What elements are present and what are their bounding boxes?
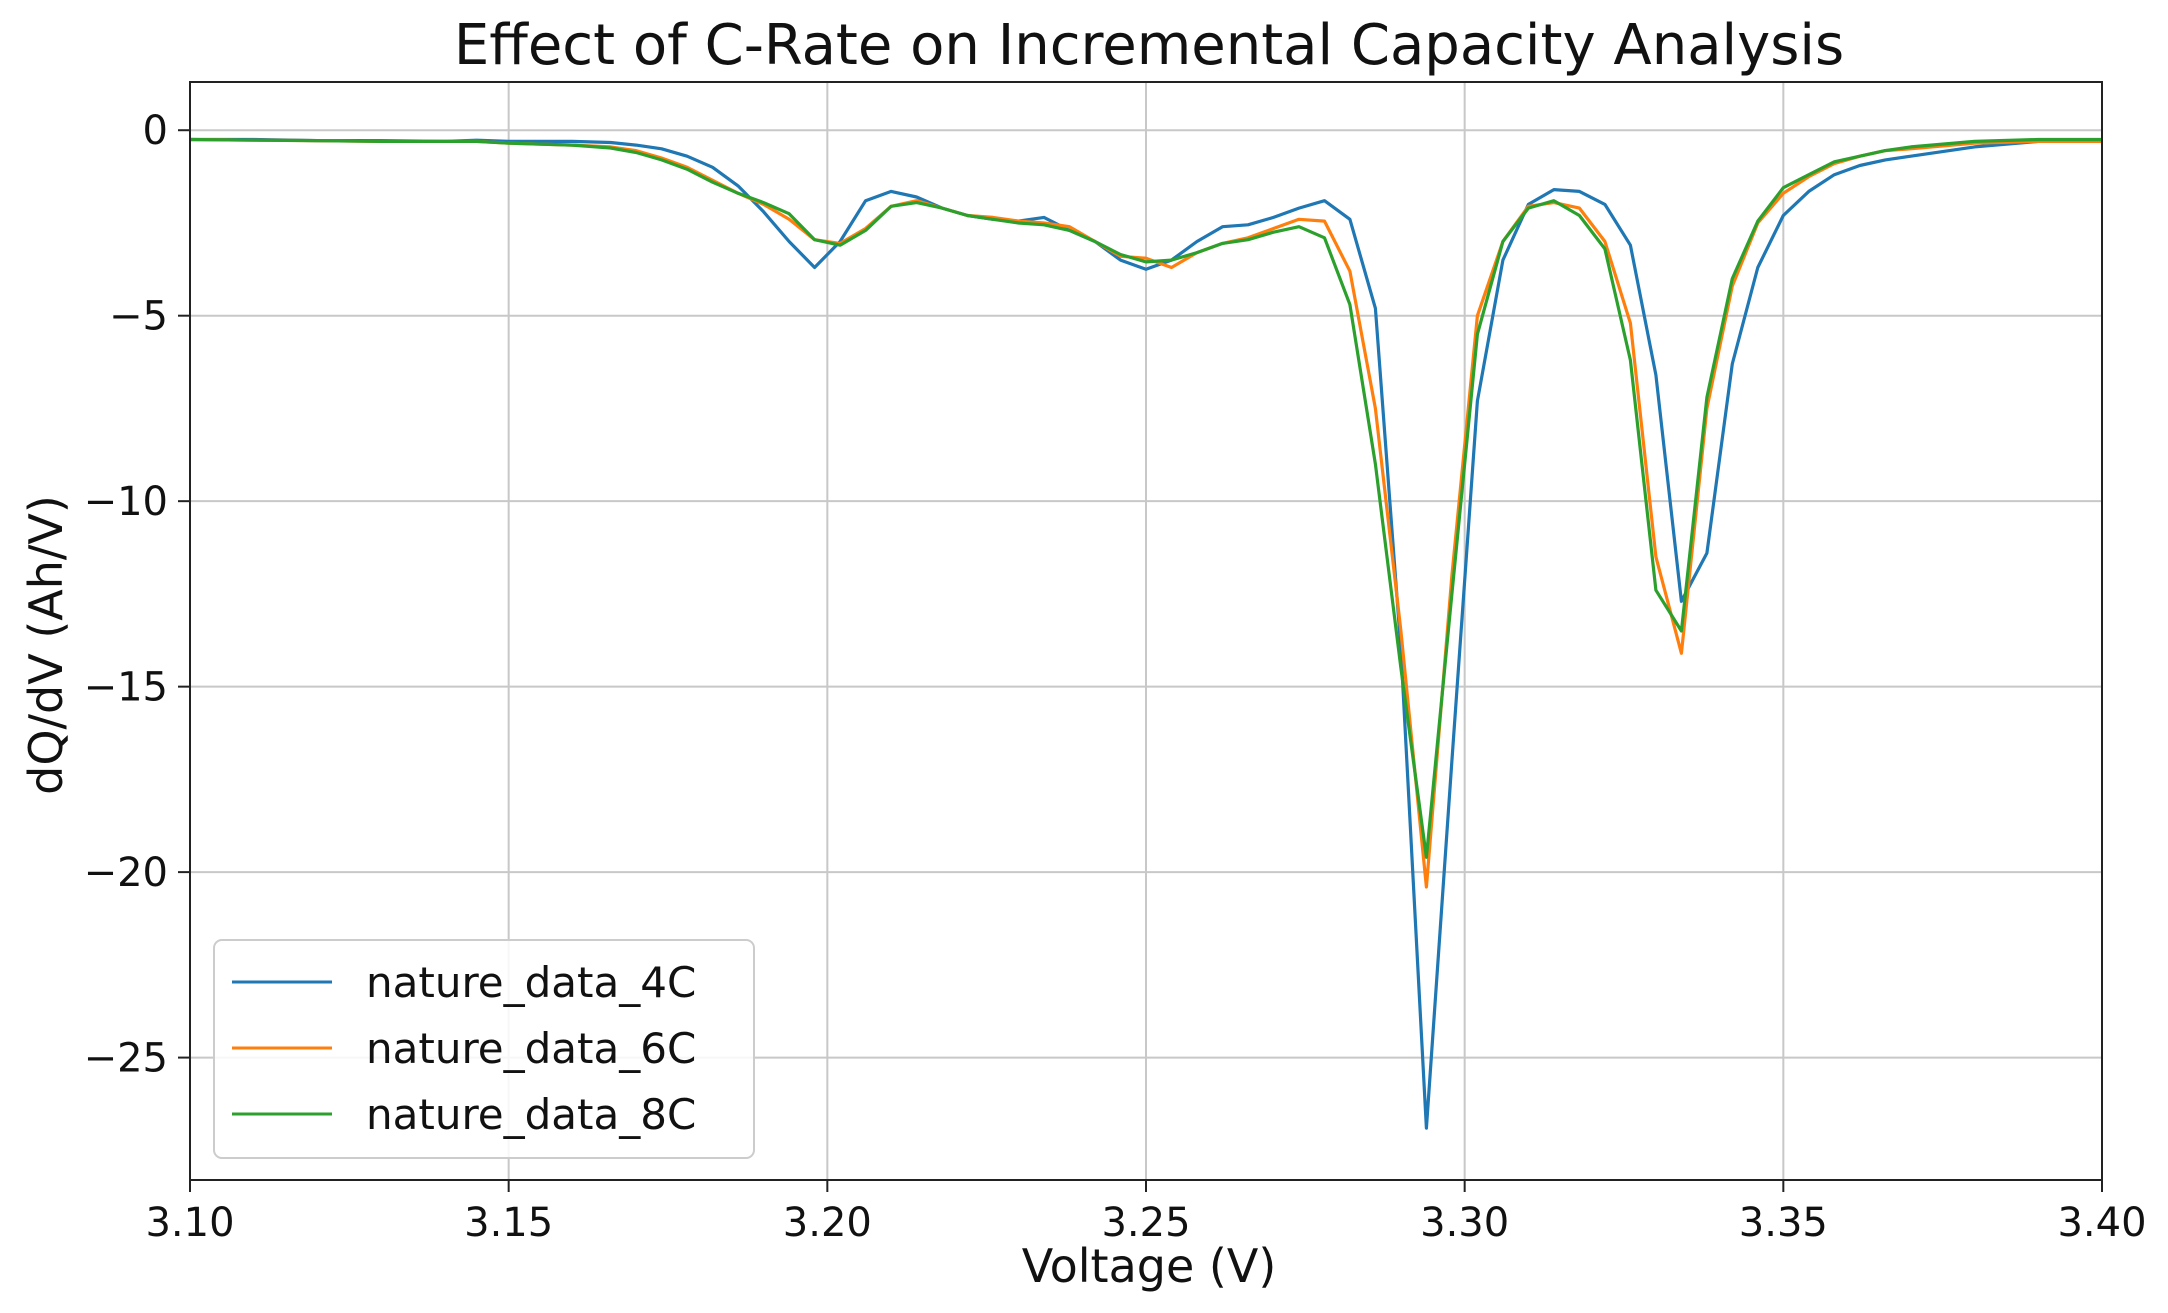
series-line-8c [189,137,2102,859]
legend-label-4c: nature_data_4C [366,958,696,1007]
y-ticks: 0 −5 −10 −15 −20 −25 [84,108,190,1082]
x-tick-label: 3.40 [2057,1200,2146,1246]
legend-box [213,939,755,1159]
x-tick-label: 3.30 [1420,1200,1509,1246]
x-ticks: 3.10 3.15 3.20 3.25 3.30 3.35 3.40 [145,1180,2147,1246]
legend-label-6c: nature_data_6C [366,1024,696,1073]
x-tick-label: 3.15 [464,1200,553,1246]
y-tick-label: −10 [84,479,168,525]
x-tick-label: 3.35 [1739,1200,1828,1246]
y-tick-label: 0 [143,108,168,154]
x-tick-label: 3.10 [145,1200,234,1246]
series-line-4c [190,137,2102,1130]
x-axis-label: Voltage (V) [1022,1239,1277,1293]
y-tick-label: −5 [109,294,168,340]
x-tick-label: 3.20 [783,1200,872,1246]
x-tick-label: 3.25 [1101,1200,1190,1246]
y-tick-label: −25 [84,1036,168,1082]
legend-label-8c: nature_data_8C [366,1090,696,1139]
chart-title: Effect of C-Rate on Incremental Capacity… [454,13,1844,78]
y-tick-label: −15 [84,665,168,711]
y-tick-label: −20 [84,850,168,896]
series-lines [189,137,2102,1130]
legend: nature_data_4C nature_data_6C nature_dat… [213,939,755,1159]
grid-lines [189,82,2103,1180]
y-axis-label: dQ/dV (Ah/V) [19,495,73,795]
